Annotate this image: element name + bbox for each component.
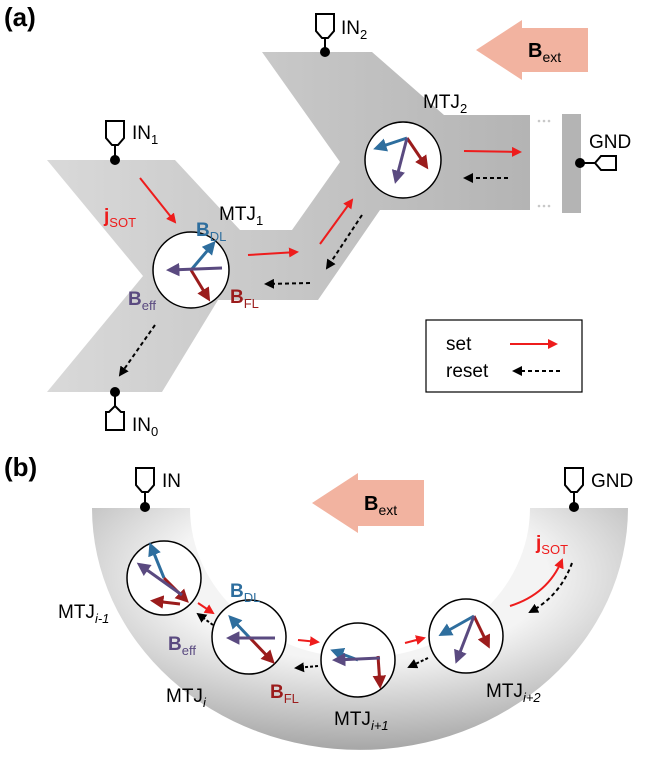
label-gnd-b: GND bbox=[591, 471, 633, 492]
set-arrow-diag bbox=[319, 198, 354, 245]
label-b-ext-a: Bext bbox=[528, 40, 561, 65]
mtj-ip2-circle bbox=[428, 598, 504, 674]
reset-arrow-b-curve bbox=[528, 562, 573, 613]
reset-arrow-mid bbox=[264, 278, 311, 289]
label-gnd-a: GND bbox=[589, 132, 631, 153]
terminal-gnd-b bbox=[564, 467, 584, 512]
panel-a: (a) IN1 IN2 IN0 bbox=[4, 2, 631, 439]
label-b-eff-a: Beff bbox=[128, 289, 156, 313]
terminal-in-b bbox=[135, 467, 155, 512]
label-mtj1: MTJ1 bbox=[219, 204, 263, 228]
b-ext-arrow-a bbox=[476, 20, 588, 80]
label-in2: IN2 bbox=[341, 18, 367, 42]
label-mtj-ip2: MTJi+2 bbox=[486, 681, 541, 705]
panel-b: (b) IN GND Bext jSOT MT bbox=[4, 452, 633, 750]
reset-arrow-b3 bbox=[407, 657, 429, 669]
panel-a-label: (a) bbox=[4, 2, 36, 32]
label-j-sot-a: jSOT bbox=[103, 206, 136, 230]
legend-reset-label: reset bbox=[446, 361, 489, 382]
label-mtj-i: MTJi bbox=[166, 686, 207, 710]
set-arrow-b-curve bbox=[509, 558, 564, 607]
label-mtj-ip1: MTJi+1 bbox=[334, 709, 389, 733]
set-arrow-right bbox=[463, 146, 522, 157]
label-in0: IN0 bbox=[132, 415, 158, 439]
label-b-fl-a: BFL bbox=[230, 287, 259, 311]
terminal-in1 bbox=[105, 120, 125, 165]
set-arrow-b2 bbox=[297, 636, 320, 647]
mtj2-circle bbox=[364, 121, 442, 199]
reset-arrow-diag bbox=[325, 214, 363, 270]
label-b-fl-b: BFL bbox=[270, 682, 299, 706]
set-arrow-b1 bbox=[197, 602, 215, 615]
gnd-pad-a bbox=[562, 114, 581, 213]
terminal-in2 bbox=[315, 13, 335, 57]
label-mtj-im1: MTJi-1 bbox=[58, 602, 109, 626]
reset-arrow-b2 bbox=[294, 662, 319, 673]
set-arrow-in1 bbox=[139, 177, 177, 224]
track-gap-dots bbox=[537, 119, 551, 208]
label-b-dl-a: BDL bbox=[196, 220, 226, 244]
reset-arrow-b1 bbox=[196, 612, 214, 626]
b-ext-arrow-b bbox=[312, 473, 424, 533]
label-b-ext-b: Bext bbox=[364, 493, 397, 518]
mtj-i-circle bbox=[211, 599, 287, 675]
reset-arrow-in0 bbox=[118, 324, 156, 377]
track-b bbox=[92, 508, 628, 750]
label-j-sot-b: jSOT bbox=[535, 533, 568, 557]
label-mtj2: MTJ2 bbox=[423, 92, 467, 116]
set-arrow-b3 bbox=[404, 635, 426, 645]
mtj-ip1-circle bbox=[320, 622, 396, 698]
label-b-eff-b: Beff bbox=[168, 634, 196, 658]
set-arrow-mid bbox=[247, 247, 299, 258]
legend-a: set reset bbox=[425, 319, 583, 393]
panel-b-label: (b) bbox=[4, 452, 37, 482]
mtj1-circle bbox=[152, 231, 230, 309]
legend-set-label: set bbox=[446, 334, 472, 355]
label-in1: IN1 bbox=[132, 123, 158, 147]
mtj-im1-circle bbox=[126, 540, 202, 616]
terminal-gnd-a bbox=[575, 155, 617, 171]
label-in-b: IN bbox=[162, 471, 181, 492]
terminal-in0 bbox=[105, 387, 125, 431]
label-b-dl-b: BDL bbox=[230, 581, 260, 605]
